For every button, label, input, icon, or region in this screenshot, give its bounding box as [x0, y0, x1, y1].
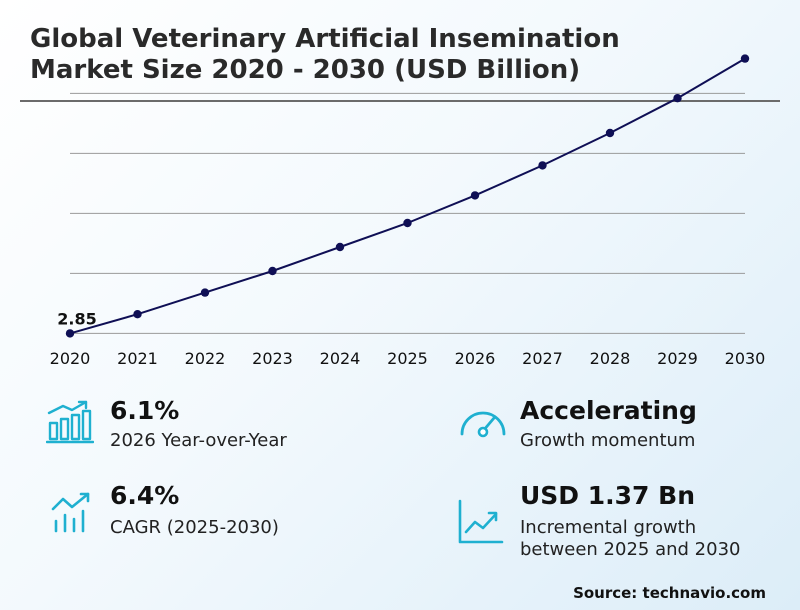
data-point-2028: [605, 128, 615, 138]
data-point-2030: [740, 54, 750, 63]
momentum-description: Growth momentum: [520, 430, 696, 451]
data-label-2020: 2.85: [57, 309, 96, 328]
data-point-2029: [673, 94, 682, 103]
line-chart: 2020 2021 2022 2023 2024 2025 2026 2027 2028 2029…: [50, 54, 766, 368]
incremental-description: Incremental growth between 2025 and 2030: [520, 517, 740, 561]
x-tick-label-2029: 2029: [657, 349, 698, 368]
incremental-value: USD 1.37 Bn: [520, 481, 695, 510]
cagr-value: 6.4%: [110, 481, 180, 510]
title-line-1: Global Veterinary Artificial Inseminatio…: [30, 24, 620, 54]
series-line: [69, 57, 746, 335]
yoy-value: 6.1%: [110, 396, 180, 425]
data-point-2020: [65, 329, 75, 338]
yoy-description: 2026 Year-over-Year: [110, 430, 287, 451]
title-line-2: Market Size 2020 - 2030 (USD Billion): [30, 55, 581, 85]
x-tick-label-2028: 2028: [590, 349, 631, 368]
data-point-2022: [200, 288, 210, 297]
x-tick-label-2030: 2030: [725, 349, 766, 368]
x-tick-label-2020: 2020: [50, 349, 91, 368]
x-tick-label-2021: 2021: [117, 349, 158, 368]
x-tick-label-2027: 2027: [522, 349, 563, 368]
data-point-2026: [470, 191, 480, 200]
data-point-2024: [335, 242, 345, 252]
data-point-2025: [403, 218, 412, 228]
title-divider: [20, 100, 780, 102]
source-credit: Source: technavio.com: [573, 584, 766, 602]
x-tick-label-2022: 2022: [185, 349, 226, 368]
x-tick-label-2023: 2023: [252, 349, 293, 368]
speedometer-icon: [460, 411, 506, 438]
x-tick-label-2024: 2024: [320, 349, 361, 368]
x-tick-label-2026: 2026: [455, 349, 496, 368]
data-point-2023: [268, 266, 277, 276]
momentum-value: Accelerating: [520, 396, 697, 425]
incremental-description-line-1: Incremental growth: [520, 517, 697, 538]
data-point-2027: [538, 161, 547, 170]
x-tick-label-2025: 2025: [387, 349, 428, 368]
data-point-2021: [133, 310, 142, 319]
incremental-description-line-2: between 2025 and 2030: [520, 539, 741, 560]
bar-chart-growth-icon: [46, 400, 94, 444]
cagr-description: CAGR (2025-2030): [110, 517, 279, 538]
chart-title: Global Veterinary Artificial Inseminatio…: [30, 24, 770, 86]
trend-bars-icon: [51, 492, 90, 533]
line-chart-up-icon: [458, 499, 504, 544]
